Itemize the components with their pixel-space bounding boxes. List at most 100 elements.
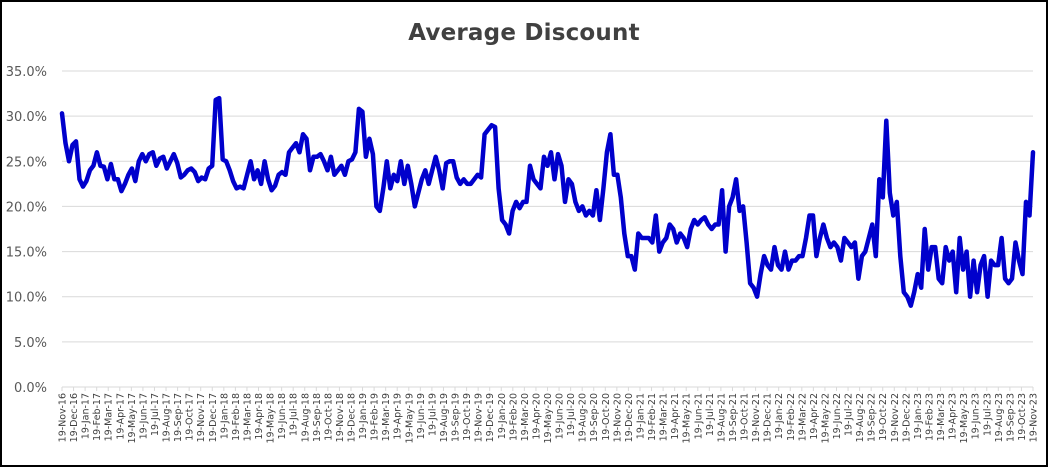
y-tick-label: 0.0% bbox=[14, 381, 47, 396]
x-tick-label: 19-Sep-21 bbox=[728, 393, 739, 442]
x-tick-label: 19-Nov-20 bbox=[612, 393, 623, 442]
x-tick-label: 19-Jun-20 bbox=[555, 393, 566, 439]
x-tick-label: 19-Sep-23 bbox=[1005, 393, 1016, 442]
x-tick-label: 19-May-23 bbox=[959, 393, 970, 444]
x-tick-label: 19-Apr-17 bbox=[115, 393, 126, 440]
x-tick-label: 19-May-18 bbox=[266, 393, 277, 444]
x-tick-label: 19-Jun-19 bbox=[416, 393, 427, 439]
y-tick-label: 20.0% bbox=[6, 200, 47, 215]
x-tick-label: 19-Aug-20 bbox=[578, 393, 589, 442]
x-tick-label: 19-Nov-21 bbox=[751, 393, 762, 442]
x-tick-label: 19-Aug-23 bbox=[994, 393, 1005, 442]
x-tick-label: 19-Mar-23 bbox=[936, 393, 947, 441]
x-tick-label: 19-Nov-18 bbox=[335, 393, 346, 442]
x-tick-label: 19-Jan-19 bbox=[358, 393, 369, 439]
x-tick-label: 19-Aug-17 bbox=[162, 393, 173, 442]
x-tick-label: 19-Jun-18 bbox=[277, 393, 288, 439]
x-tick-label: 19-Feb-23 bbox=[924, 393, 935, 441]
y-tick-label: 15.0% bbox=[6, 246, 47, 261]
x-tick-label: 19-Sep-22 bbox=[867, 393, 878, 442]
x-tick-label: 19-Jan-18 bbox=[219, 393, 230, 439]
x-tick-label: 19-Apr-22 bbox=[809, 393, 820, 440]
gridlines bbox=[62, 70, 1033, 343]
x-tick-label: 19-Nov-16 bbox=[58, 393, 69, 442]
x-tick-label: 19-Dec-20 bbox=[624, 393, 635, 442]
x-axis-tick-labels: 19-Nov-16 19-Dec-16 19-Jan-17 19-Feb-17 19-M… bbox=[58, 393, 1040, 444]
x-tick-label: 19-Oct-23 bbox=[1017, 393, 1028, 441]
x-tick-label: 19-Jul-22 bbox=[844, 393, 855, 436]
x-tick-label: 19-Oct-19 bbox=[462, 393, 473, 441]
x-tick-label: 19-Jun-21 bbox=[693, 393, 704, 439]
x-tick-label: 19-Jul-19 bbox=[427, 393, 438, 436]
x-tick-label: 19-Jul-23 bbox=[982, 393, 993, 436]
x-tick-label: 19-Aug-22 bbox=[855, 393, 866, 442]
x-tick-label: 19-Jan-22 bbox=[774, 393, 785, 439]
x-tick-label: 19-Feb-17 bbox=[92, 393, 103, 441]
x-tick-label: 19-Feb-19 bbox=[370, 393, 381, 441]
x-tick-label: 19-Apr-23 bbox=[948, 393, 959, 440]
x-tick-label: 19-Feb-20 bbox=[508, 393, 519, 441]
x-tick-label: 19-Jul-20 bbox=[566, 393, 577, 436]
x-tick-label: 19-Feb-21 bbox=[647, 393, 658, 441]
x-tick-label: 19-Nov-23 bbox=[1029, 393, 1040, 442]
x-tick-label: 19-Aug-19 bbox=[439, 393, 450, 442]
y-tick-label: 10.0% bbox=[6, 291, 47, 306]
y-tick-label: 5.0% bbox=[14, 336, 47, 351]
x-tick-label: 19-Dec-18 bbox=[346, 393, 357, 442]
x-tick-label: 19-Feb-22 bbox=[786, 393, 797, 441]
chart-title: Average Discount bbox=[408, 20, 640, 46]
y-tick-label: 25.0% bbox=[6, 155, 47, 170]
x-tick-label: 19-Apr-21 bbox=[670, 393, 681, 440]
x-tick-label: 19-Jul-21 bbox=[705, 393, 716, 436]
x-tick-label: 19-Jan-20 bbox=[497, 393, 508, 439]
x-tick-label: 19-Jun-17 bbox=[138, 393, 149, 439]
x-tick-label: 19-Jan-17 bbox=[81, 393, 92, 439]
x-tick-label: 19-Aug-21 bbox=[716, 393, 727, 442]
x-tick-label: 19-Oct-20 bbox=[601, 393, 612, 441]
x-tick-label: 19-Feb-18 bbox=[231, 393, 242, 441]
x-tick-label: 19-Jul-18 bbox=[289, 393, 300, 436]
x-tick-label: 19-Jan-23 bbox=[913, 393, 924, 439]
x-tick-label: 19-Mar-20 bbox=[520, 393, 531, 441]
x-tick-label: 19-Dec-17 bbox=[208, 393, 219, 442]
x-tick-label: 19-Nov-17 bbox=[196, 393, 207, 442]
x-tick-label: 19-Nov-19 bbox=[474, 393, 485, 442]
x-tick-label: 19-Oct-18 bbox=[323, 393, 334, 441]
x-tick-label: 19-Sep-19 bbox=[451, 393, 462, 442]
x-tick-label: 19-May-17 bbox=[127, 393, 138, 444]
x-tick-label: 19-May-21 bbox=[682, 393, 693, 444]
y-tick-label: 30.0% bbox=[6, 110, 47, 125]
x-tick-label: 19-Oct-21 bbox=[740, 393, 751, 441]
y-axis-tick-labels: 0.0% 5.0% 10.0% 15.0% 20.0% 25.0% 30.0% 35.0% bbox=[6, 65, 47, 396]
x-tick-label: 19-Oct-22 bbox=[878, 393, 889, 441]
x-tick-label: 19-May-20 bbox=[543, 393, 554, 444]
x-tick-label: 19-Nov-22 bbox=[890, 393, 901, 442]
x-tick-label: 19-Jun-23 bbox=[971, 393, 982, 439]
x-tick-label: 19-Mar-17 bbox=[104, 393, 115, 441]
x-tick-label: 19-Dec-21 bbox=[763, 393, 774, 442]
x-tick-label: 19-Dec-22 bbox=[901, 393, 912, 442]
average-discount-line bbox=[59, 95, 1036, 308]
x-tick-label: 19-Jan-21 bbox=[635, 393, 646, 439]
x-tick-label: 19-Apr-20 bbox=[531, 393, 542, 440]
x-tick-label: 19-Oct-17 bbox=[185, 393, 196, 441]
x-tick-label: 19-Mar-21 bbox=[659, 393, 670, 441]
x-tick-label: 19-Mar-19 bbox=[381, 393, 392, 441]
x-tick-label: 19-Dec-19 bbox=[485, 393, 496, 442]
x-tick-label: 19-Jul-17 bbox=[150, 393, 161, 436]
x-tick-label: 19-Sep-17 bbox=[173, 393, 184, 442]
x-axis bbox=[61, 386, 1034, 391]
x-tick-label: 19-Apr-18 bbox=[254, 393, 265, 440]
x-tick-label: 19-Mar-22 bbox=[797, 393, 808, 441]
x-tick-label: 19-Aug-18 bbox=[300, 393, 311, 442]
x-tick-label: 19-May-22 bbox=[820, 393, 831, 444]
x-tick-label: 19-Dec-16 bbox=[69, 393, 80, 442]
x-tick-label: 19-Mar-18 bbox=[242, 393, 253, 441]
y-tick-label: 35.0% bbox=[6, 65, 47, 80]
x-tick-label: 19-Sep-18 bbox=[312, 393, 323, 442]
x-tick-label: 19-Jun-22 bbox=[832, 393, 843, 439]
x-tick-label: 19-May-19 bbox=[404, 393, 415, 444]
x-tick-label: 19-Apr-19 bbox=[393, 393, 404, 440]
x-tick-label: 19-Sep-20 bbox=[589, 393, 600, 442]
